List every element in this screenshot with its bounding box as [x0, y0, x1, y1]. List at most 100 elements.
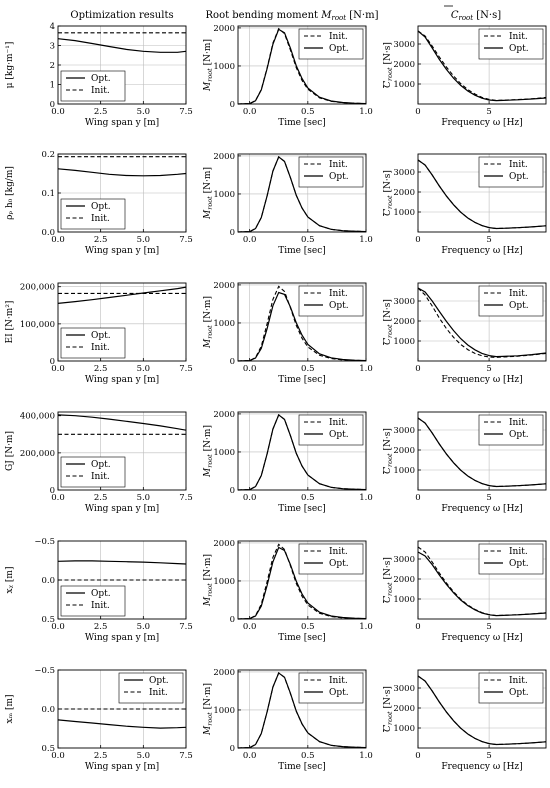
x-tick-label: 7.5 — [179, 107, 193, 117]
x-axis-label: Time [sec] — [278, 504, 326, 514]
plot-frame — [417, 282, 547, 362]
legend: Init. Opt. — [298, 543, 364, 575]
x-tick-label: 5 — [486, 751, 491, 761]
legend-entry: Opt. — [91, 74, 111, 84]
legend: Opt. Init. — [60, 456, 126, 488]
legend-box — [298, 672, 364, 704]
y-axis-label: ρₚ h₀ [kg/m] — [5, 166, 15, 220]
y-axis-label: Mroot [N·m] — [203, 296, 214, 349]
x-tick-label: 0.0 — [243, 364, 257, 374]
x-axis-label: Frequency ω [Hz] — [441, 504, 522, 514]
x-tick-label: 2.5 — [94, 751, 108, 761]
legend-entry: Init. — [91, 214, 110, 224]
x-tick-label: 0.0 — [243, 622, 257, 632]
plot-frame — [417, 25, 547, 105]
x-tick-label: 5.0 — [137, 364, 151, 374]
x-axis-label: Wing span y [m] — [85, 118, 159, 128]
y-tick-label: 200,000 — [20, 283, 55, 293]
x-tick-label: 0.0 — [243, 493, 257, 503]
y-tick-label: 3000 — [393, 555, 415, 565]
legend-box — [60, 456, 126, 488]
x-tick-label: 0.0 — [51, 751, 65, 761]
legend: Init. Opt. — [478, 156, 544, 188]
y-tick-label: 2000 — [213, 539, 235, 549]
legend-entry: Opt. — [329, 44, 349, 54]
y-axis-label: xᵪ [m] — [5, 567, 15, 594]
x-axis-label: Frequency ω [Hz] — [441, 246, 522, 256]
x-tick-label: 2.5 — [94, 622, 108, 632]
legend-box — [478, 414, 544, 446]
legend-box — [478, 156, 544, 188]
plot-frame — [417, 540, 547, 620]
y-tick-label: 3 — [50, 42, 55, 52]
y-tick-label: 1000 — [213, 706, 235, 716]
legend: Init. Opt. — [298, 672, 364, 704]
y-axis-label: Mroot [N·m] — [203, 167, 214, 220]
legend-entry: Opt. — [509, 688, 529, 698]
x-axis-label: Time [sec] — [278, 246, 326, 256]
legend-entry: Opt. — [509, 172, 529, 182]
x-tick-label: 5.0 — [137, 622, 151, 632]
plot-frame — [237, 25, 367, 105]
legend: Init. Opt. — [478, 543, 544, 575]
x-tick-label: 0.0 — [243, 107, 257, 117]
x-tick-label: 0.0 — [51, 107, 65, 117]
legend: Opt. Init. — [60, 327, 126, 359]
legend-box — [298, 156, 364, 188]
y-tick-label: 2000 — [393, 704, 415, 714]
legend-box — [118, 672, 184, 704]
legend-entry: Opt. — [329, 559, 349, 569]
column-title-croot: Croot [N·s] — [451, 10, 501, 22]
y-axis-label: Mroot [N·m] — [203, 554, 214, 607]
panel-r5-c2: 0 5 1000 2000 3000 Frequency ω [Hz] Croot [N·s… — [383, 669, 547, 772]
x-axis-label: Wing span y [m] — [85, 633, 159, 643]
x-axis-label: Wing span y [m] — [85, 246, 159, 256]
x-tick-label: 1.0 — [359, 235, 373, 245]
legend: Opt. Init. — [60, 585, 126, 617]
x-tick-label: 0.0 — [243, 751, 257, 761]
legend: Init. Opt. — [478, 28, 544, 60]
legend-entry: Opt. — [91, 589, 111, 599]
x-tick-label: 5 — [486, 235, 491, 245]
y-axis-label: Mroot [N·m] — [203, 425, 214, 478]
x-tick-label: 0.0 — [51, 235, 65, 245]
legend-entry: Init. — [509, 289, 528, 299]
legend: Opt. Init. — [60, 198, 126, 230]
y-axis-label: Croot [N·s] — [383, 42, 394, 88]
y-tick-label: 3000 — [393, 297, 415, 307]
y-tick-label: −0.5 — [34, 537, 55, 547]
legend-box — [298, 285, 364, 317]
y-tick-label: 1000 — [393, 80, 415, 90]
x-tick-label: 5.0 — [137, 107, 151, 117]
x-tick-label: 5.0 — [137, 235, 151, 245]
series-line-opt — [57, 414, 187, 431]
x-tick-label: 2.5 — [94, 107, 108, 117]
column-title-root-moment: Root bending moment Mroot [N·m] — [206, 10, 379, 22]
y-tick-label: 3000 — [393, 40, 415, 50]
legend-entry: Init. — [509, 160, 528, 170]
panel-r2-c1: 0.0 0.5 1.0 0 1000 2000 Time [sec] Mroot [N·m] I… — [203, 281, 373, 385]
x-axis-label: Time [sec] — [278, 375, 326, 385]
x-tick-label: 0 — [415, 622, 420, 632]
y-axis-label: Croot [N·s] — [383, 170, 394, 216]
x-axis-label: Frequency ω [Hz] — [441, 762, 522, 772]
y-tick-label: 200,000 — [20, 449, 55, 459]
legend-entry: Init. — [149, 688, 168, 698]
y-axis-label: GJ [N·m] — [5, 431, 15, 471]
x-tick-label: 1.0 — [359, 364, 373, 374]
x-tick-label: 0.0 — [51, 364, 65, 374]
column-title-optimization: Optimization results — [70, 10, 173, 21]
panel-r4-c1: 0.0 0.5 1.0 0 1000 2000 Time [sec] Mroot [N·m] I… — [203, 539, 373, 643]
x-tick-label: 0 — [415, 235, 420, 245]
y-tick-label: 0.5 — [41, 615, 55, 625]
legend-box — [298, 543, 364, 575]
x-tick-label: 0.5 — [301, 493, 315, 503]
series-line-opt — [237, 28, 367, 105]
y-tick-label: 0 — [230, 615, 235, 625]
y-tick-label: 2000 — [213, 152, 235, 162]
panel-r1-c1: 0.0 0.5 1.0 0 1000 2000 Time [sec] Mroot [N·m] I… — [203, 152, 373, 256]
x-tick-label: 0.5 — [301, 107, 315, 117]
y-tick-label: 1000 — [213, 190, 235, 200]
y-tick-label: 3000 — [393, 426, 415, 436]
